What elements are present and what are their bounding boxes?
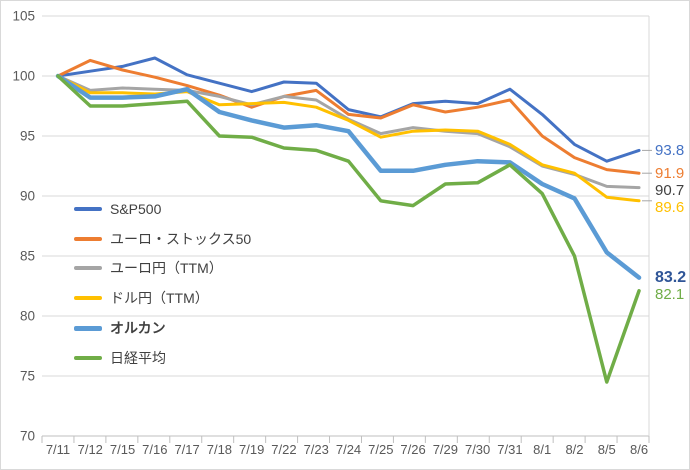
- x-axis-label: 7/26: [400, 442, 425, 457]
- x-axis-label: 7/22: [271, 442, 296, 457]
- y-axis-label: 95: [20, 129, 35, 144]
- x-axis-label: 7/12: [78, 442, 103, 457]
- x-axis-label: 8/6: [630, 442, 648, 457]
- end-label-euro-yen: 90.7: [655, 181, 685, 199]
- y-axis-label: 105: [12, 9, 35, 24]
- end-label-nikkei: 82.1: [655, 286, 685, 304]
- end-label-orukan: 83.2: [655, 269, 687, 287]
- x-axis-label: 7/15: [110, 442, 135, 457]
- end-label-sp500: 93.8: [655, 141, 685, 159]
- series-line-sp500: [56, 56, 641, 163]
- y-axis-label: 75: [20, 369, 35, 384]
- x-axis-label: 7/31: [497, 442, 522, 457]
- y-axis-label: 70: [20, 429, 35, 444]
- x-axis-label: 7/29: [433, 442, 458, 457]
- series-line-nikkei: [56, 74, 641, 384]
- x-axis-label: 7/19: [239, 442, 264, 457]
- end-label-euro-stoxx50: 91.9: [655, 164, 685, 182]
- x-axis-label: 8/1: [533, 442, 551, 457]
- x-axis-label: 7/24: [336, 442, 361, 457]
- x-axis-label: 8/5: [598, 442, 616, 457]
- x-axis-label: 7/25: [368, 442, 393, 457]
- x-axis-label: 7/30: [465, 442, 490, 457]
- x-axis-label: 7/11: [46, 442, 70, 457]
- series-line-euro-stoxx50: [56, 58, 641, 175]
- y-axis-label: 85: [20, 249, 35, 264]
- x-axis-label: 7/17: [174, 442, 199, 457]
- x-axis-label: 7/18: [207, 442, 232, 457]
- y-axis-label: 90: [20, 189, 35, 204]
- series-line-orukan: [55, 73, 642, 280]
- x-axis-label: 7/23: [304, 442, 329, 457]
- end-label-dollar-yen: 89.6: [655, 198, 685, 216]
- y-axis-label: 80: [20, 309, 35, 324]
- series-line-dollar-yen: [56, 74, 641, 203]
- x-axis-label: 8/2: [565, 442, 583, 457]
- y-axis-label: 100: [12, 69, 35, 84]
- x-axis-label: 7/16: [142, 442, 167, 457]
